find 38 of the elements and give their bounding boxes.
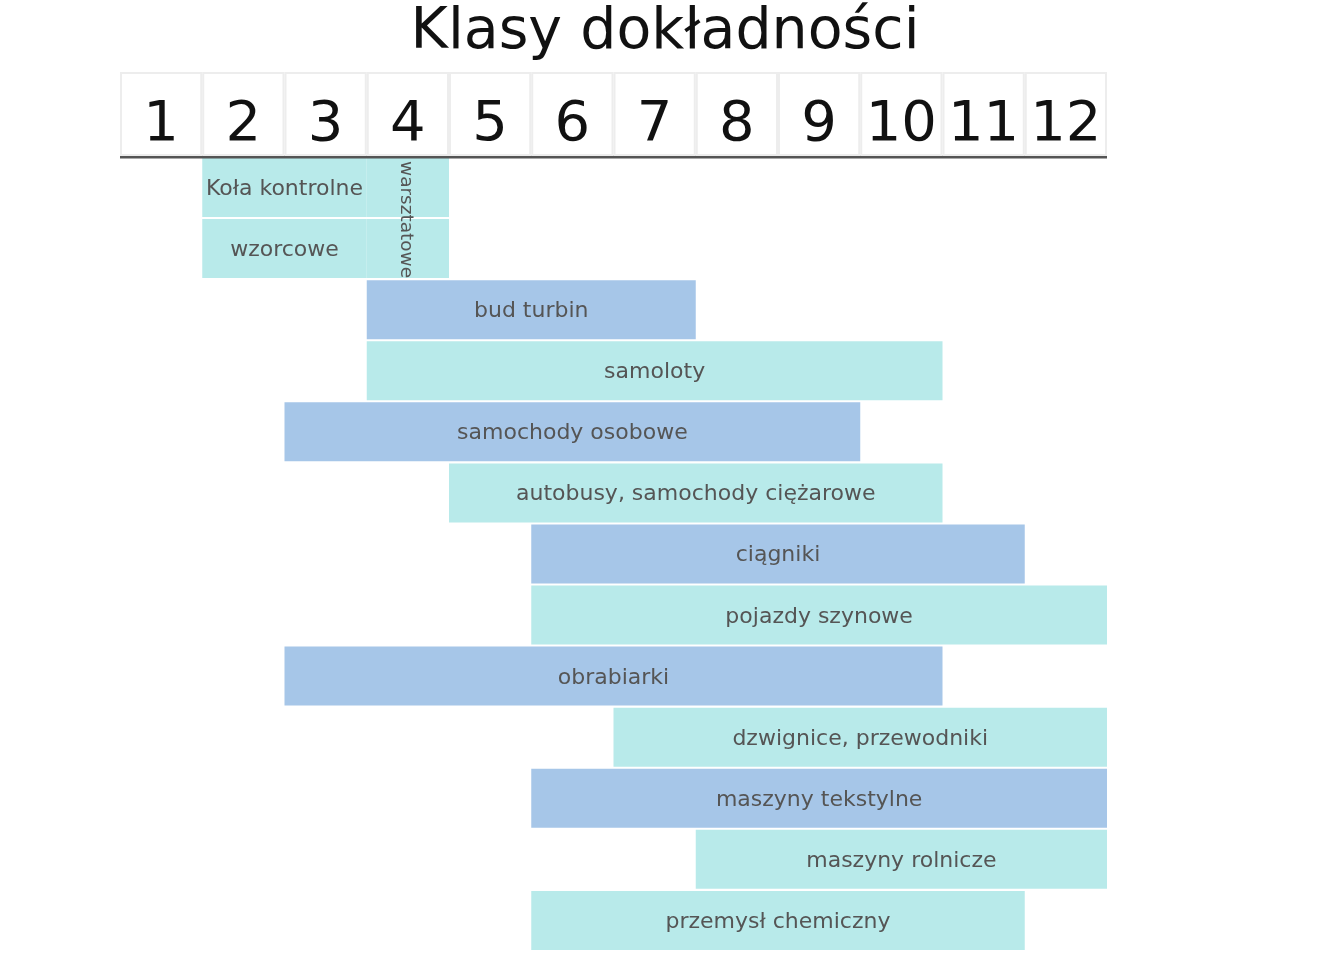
- y-tick-label: maszyny tekstylne: [715, 785, 923, 811]
- bar: [531, 768, 1107, 828]
- y-tick-label: ciągniki: [735, 541, 821, 567]
- x-tick-label: 4: [390, 88, 426, 153]
- bar: [449, 463, 943, 523]
- x-tick-label: 6: [554, 88, 591, 153]
- x-tick-label: 12: [1030, 88, 1102, 153]
- bar: [613, 707, 1107, 767]
- bar: [366, 341, 943, 401]
- y-tick-label: Koła kontrolne: [205, 175, 364, 200]
- y-tick-label: bud turbin: [473, 297, 589, 323]
- x-tick-label: 10: [865, 88, 938, 153]
- series-label: warsztatowe: [397, 161, 419, 279]
- y-tick-label: maszyny rolnicze: [806, 846, 997, 872]
- x-tick-label: 9: [801, 88, 837, 153]
- x-tick-label: 3: [307, 88, 344, 153]
- y-tick-label: przemysł chemiczny: [665, 907, 891, 933]
- x-tick-label: 8: [719, 88, 755, 153]
- x-tick-label: 1: [143, 88, 179, 153]
- y-tick-label: dzwignice, przewodniki: [732, 724, 989, 750]
- bar: [531, 890, 1025, 950]
- bar: [284, 402, 861, 462]
- y-tick-label: samoloty: [604, 358, 706, 384]
- x-tick-label: 2: [225, 88, 262, 153]
- y-tick-label: samochody osobowe: [457, 419, 688, 445]
- y-tick-label: pojazdy szynowe: [725, 602, 913, 628]
- y-tick-label: obrabiarki: [557, 663, 670, 689]
- x-tick-label: 11: [947, 88, 1020, 153]
- chart-title: Klasy dokładności: [409, 0, 921, 61]
- y-tick-label: wzorcowe: [230, 236, 339, 262]
- bar: [531, 524, 1025, 584]
- bar: [531, 585, 1107, 645]
- x-tick-label: 5: [472, 88, 508, 153]
- bar: [366, 280, 696, 340]
- y-tick-label: autobusy, samochody ciężarowe: [515, 480, 876, 506]
- x-tick-label: 7: [636, 88, 673, 153]
- bar: [284, 646, 943, 706]
- bar: [695, 829, 1107, 889]
